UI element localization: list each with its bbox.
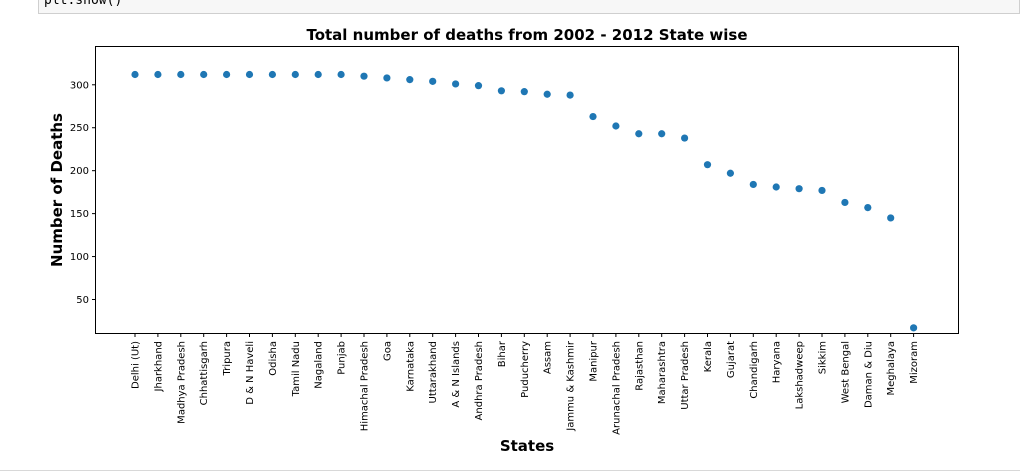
x-tick-label: Sikkim	[818, 341, 829, 374]
cell-divider	[0, 470, 1020, 471]
x-tick-label: Gujarat	[726, 341, 737, 378]
data-point	[268, 70, 276, 79]
data-point	[841, 198, 849, 207]
data-point	[245, 70, 254, 79]
x-tick-label: Haryana	[772, 341, 783, 383]
x-tick-label: Uttar Pradesh	[680, 341, 691, 410]
x-tick-label: Andhra Pradesh	[474, 341, 485, 420]
x-tick-label: Daman & Diu	[863, 341, 874, 408]
data-point	[772, 183, 780, 191]
x-tick-label: Rajasthan	[634, 341, 645, 391]
x-tick-label: Punjab	[337, 341, 348, 375]
x-tick-label: A & N Islands	[451, 341, 462, 408]
x-tick-label: West Bengal	[840, 341, 851, 403]
data-point	[726, 169, 735, 177]
x-tick-label: Assam	[543, 341, 554, 374]
y-tick-label: 250	[70, 123, 89, 134]
plot-area	[95, 46, 959, 334]
data-point	[200, 70, 208, 79]
data-point	[360, 72, 368, 80]
x-tick-label: Puducherry	[520, 341, 531, 398]
x-tick-label: Tamil Nadu	[291, 341, 302, 397]
data-point	[177, 70, 185, 79]
x-tick-label: Kerala	[703, 341, 714, 372]
y-axis-title: Number of Deaths	[48, 113, 66, 267]
data-point	[795, 185, 803, 193]
x-axis-title: States	[500, 437, 554, 455]
data-point	[864, 204, 872, 212]
y-tick-label: 200	[70, 166, 89, 177]
x-tick-label: Arunachal Pradesh	[611, 341, 622, 435]
x-tick-label: Maharashtra	[657, 341, 668, 404]
x-tick-label: Jammu & Kashmir	[566, 340, 577, 432]
x-tick-label: Chandigarh	[749, 341, 760, 399]
data-point	[703, 161, 712, 169]
data-point	[223, 70, 231, 79]
data-point	[887, 214, 895, 222]
data-point	[131, 70, 139, 79]
x-tick-label: Tripura	[222, 341, 233, 376]
y-tick-label: 100	[70, 252, 89, 263]
x-tick-label: Meghalaya	[886, 341, 897, 396]
data-point	[681, 134, 689, 142]
data-point	[154, 70, 162, 79]
data-point	[291, 70, 299, 79]
x-tick-label: Chhattisgarh	[199, 341, 210, 405]
data-points	[131, 70, 918, 332]
data-point	[749, 180, 757, 189]
data-point	[658, 130, 666, 138]
x-tick-label: Nagaland	[314, 341, 325, 389]
data-point	[635, 130, 643, 138]
data-point	[429, 77, 437, 85]
x-axis: Delhi (Ut) Jharkhand Madhya Pradesh Chhatti…	[131, 333, 920, 435]
data-point	[910, 324, 918, 332]
data-point	[520, 88, 528, 96]
data-point	[543, 90, 551, 98]
x-tick-label: Mizoram	[909, 341, 920, 384]
x-tick-label: D & N Haveli	[245, 341, 256, 405]
data-point	[452, 80, 460, 88]
code-text: plt.show()	[44, 0, 123, 8]
y-tick-label: 150	[70, 209, 89, 220]
x-tick-label: Karnataka	[405, 341, 416, 392]
x-tick-label: Lakshadweep	[795, 341, 806, 409]
x-tick-label: Goa	[382, 341, 393, 361]
chart-title: Total number of deaths from 2002 - 2012 …	[306, 26, 747, 44]
y-axis: 50 100 150 200 250 300	[70, 80, 96, 306]
y-tick-label: 50	[76, 295, 89, 306]
x-tick-label: Madhya Pradesh	[176, 341, 187, 424]
data-point	[337, 70, 345, 79]
x-tick-label: Delhi (Ut)	[131, 341, 142, 389]
x-tick-label: Jharkhand	[153, 341, 164, 392]
x-tick-label: Himachal Pradesh	[360, 341, 371, 431]
x-tick-label: Uttarakhand	[428, 341, 439, 403]
data-point	[383, 74, 391, 82]
data-point	[566, 91, 574, 99]
data-point	[406, 76, 414, 84]
x-tick-label: Manipur	[589, 340, 600, 382]
data-point	[589, 112, 597, 121]
data-point	[474, 82, 483, 90]
y-tick-label: 300	[70, 80, 89, 91]
x-tick-label: Bihar	[497, 340, 508, 367]
data-point	[497, 87, 505, 95]
x-tick-label: Odisha	[268, 341, 279, 376]
data-point	[314, 70, 322, 79]
data-point	[612, 122, 620, 130]
data-point	[818, 186, 826, 195]
